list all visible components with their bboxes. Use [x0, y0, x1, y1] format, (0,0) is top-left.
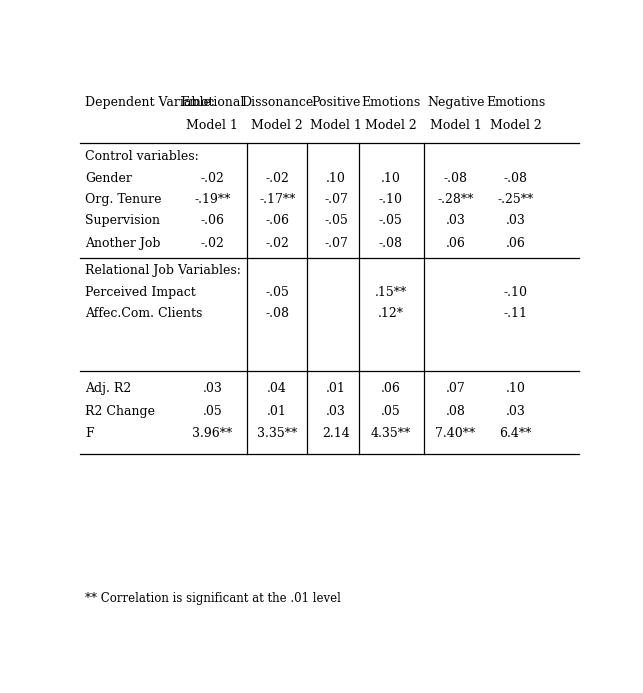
Text: ** Correlation is significant at the .01 level: ** Correlation is significant at the .01…: [86, 592, 341, 604]
Text: 3.96**: 3.96**: [192, 428, 233, 440]
Text: -.05: -.05: [379, 214, 403, 227]
Text: Supervision: Supervision: [86, 214, 160, 227]
Text: .03: .03: [505, 214, 525, 227]
Text: Adj. R2: Adj. R2: [86, 383, 132, 396]
Text: Dependent Variable:: Dependent Variable:: [86, 96, 215, 109]
Text: Positive: Positive: [311, 96, 361, 109]
Text: Model 2: Model 2: [251, 119, 303, 132]
Text: Emotions: Emotions: [361, 96, 421, 109]
Text: .07: .07: [446, 383, 466, 396]
Text: Another Job: Another Job: [86, 237, 161, 249]
Text: .03: .03: [203, 383, 222, 396]
Text: Org. Tenure: Org. Tenure: [86, 193, 162, 206]
Text: .03: .03: [446, 214, 466, 227]
Text: 2.14: 2.14: [322, 428, 350, 440]
Text: Perceived Impact: Perceived Impact: [86, 286, 196, 299]
Text: .15**: .15**: [375, 286, 407, 299]
Text: 4.35**: 4.35**: [371, 428, 411, 440]
Text: -.06: -.06: [265, 214, 289, 227]
Text: -.17**: -.17**: [259, 193, 295, 206]
Text: Gender: Gender: [86, 172, 132, 184]
Text: Emotional: Emotional: [180, 96, 244, 109]
Text: .06: .06: [505, 237, 525, 249]
Text: Negative: Negative: [427, 96, 484, 109]
Text: .12*: .12*: [378, 307, 404, 320]
Text: R2 Change: R2 Change: [86, 405, 156, 418]
Text: .05: .05: [381, 405, 401, 418]
Text: .03: .03: [505, 405, 525, 418]
Text: -.02: -.02: [266, 172, 289, 184]
Text: -.06: -.06: [201, 214, 224, 227]
Text: -.10: -.10: [503, 286, 527, 299]
Text: -.02: -.02: [201, 172, 224, 184]
Text: 6.4**: 6.4**: [499, 428, 532, 440]
Text: -.19**: -.19**: [194, 193, 231, 206]
Text: Model 2: Model 2: [489, 119, 541, 132]
Text: -.11: -.11: [503, 307, 527, 320]
Text: Control variables:: Control variables:: [86, 150, 199, 164]
Text: .10: .10: [326, 172, 346, 184]
Text: .01: .01: [267, 405, 287, 418]
Text: -.25**: -.25**: [497, 193, 534, 206]
Text: Model 1: Model 1: [310, 119, 362, 132]
Text: .08: .08: [446, 405, 466, 418]
Text: Relational Job Variables:: Relational Job Variables:: [86, 265, 241, 277]
Text: -.07: -.07: [324, 193, 348, 206]
Text: -.10: -.10: [379, 193, 403, 206]
Text: 7.40**: 7.40**: [435, 428, 476, 440]
Text: Dissonance: Dissonance: [241, 96, 313, 109]
Text: .06: .06: [446, 237, 466, 249]
Text: -.08: -.08: [444, 172, 467, 184]
Text: Model 2: Model 2: [365, 119, 417, 132]
Text: Affec.Com. Clients: Affec.Com. Clients: [86, 307, 203, 320]
Text: -.05: -.05: [266, 286, 289, 299]
Text: .06: .06: [381, 383, 401, 396]
Text: .01: .01: [326, 383, 346, 396]
Text: -.02: -.02: [266, 237, 289, 249]
Text: Model 1: Model 1: [430, 119, 482, 132]
Text: -.07: -.07: [324, 237, 348, 249]
Text: 3.35**: 3.35**: [257, 428, 297, 440]
Text: Model 1: Model 1: [186, 119, 239, 132]
Text: -.08: -.08: [379, 237, 403, 249]
Text: F: F: [86, 428, 94, 440]
Text: .10: .10: [381, 172, 401, 184]
Text: -.28**: -.28**: [437, 193, 474, 206]
Text: .10: .10: [505, 383, 525, 396]
Text: .04: .04: [267, 383, 287, 396]
Text: .03: .03: [326, 405, 346, 418]
Text: -.08: -.08: [265, 307, 289, 320]
Text: .05: .05: [203, 405, 222, 418]
Text: Emotions: Emotions: [486, 96, 545, 109]
Text: -.08: -.08: [503, 172, 527, 184]
Text: -.05: -.05: [324, 214, 348, 227]
Text: -.02: -.02: [201, 237, 224, 249]
